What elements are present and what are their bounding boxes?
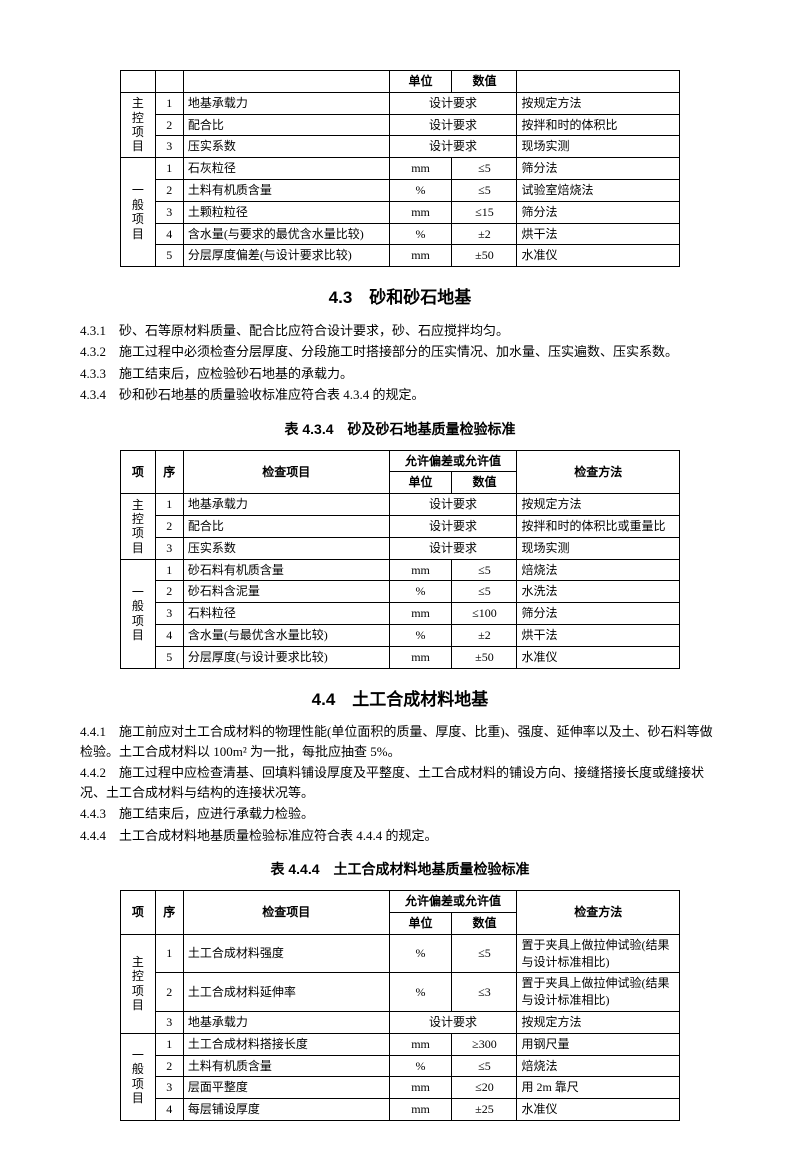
para: 4.4.3 施工结束后，应进行承载力检验。	[80, 804, 720, 824]
hdr-unit: 单位	[389, 71, 452, 93]
para: 4.3.2 施工过程中必须检查分层厚度、分段施工时搭接部分的压实情况、加水量、压…	[80, 342, 720, 362]
table-top: 单位 数值 主控项目 1 地基承载力 设计要求 按规定方法 2 配合比 设计要求…	[120, 70, 680, 267]
para: 4.3.4 砂和砂石地基的质量验收标准应符合表 4.3.4 的规定。	[80, 385, 720, 405]
para: 4.4.4 土工合成材料地基质量检验标准应符合表 4.4.4 的规定。	[80, 826, 720, 846]
group-label: 主控项目	[121, 92, 156, 157]
section-43-title: 4.3 砂和砂石地基	[80, 285, 720, 311]
table-caption-434: 表 4.3.4 砂及砂石地基质量检验标准	[80, 419, 720, 440]
table-434: 项 序 检查项目 允许偏差或允许值 检查方法 单位 数值 主控项目 1 地基承载…	[120, 450, 680, 669]
section-44-title: 4.4 土工合成材料地基	[80, 687, 720, 713]
table-caption-444: 表 4.4.4 土工合成材料地基质量检验标准	[80, 859, 720, 880]
para: 4.3.3 施工结束后，应检验砂石地基的承载力。	[80, 364, 720, 384]
para: 4.3.1 砂、石等原材料质量、配合比应符合设计要求，砂、石应搅拌均匀。	[80, 321, 720, 341]
para: 4.4.1 施工前应对土工合成材料的物理性能(单位面积的质量、厚度、比重)、强度…	[80, 722, 720, 761]
hdr-value: 数值	[452, 71, 517, 93]
group-label: 一般项目	[121, 158, 156, 267]
table-444: 项 序 检查项目 允许偏差或允许值 检查方法 单位 数值 主控项目 1 土工合成…	[120, 890, 680, 1121]
para: 4.4.2 施工过程中应检查清基、回填料铺设厚度及平整度、土工合成材料的铺设方向…	[80, 763, 720, 802]
